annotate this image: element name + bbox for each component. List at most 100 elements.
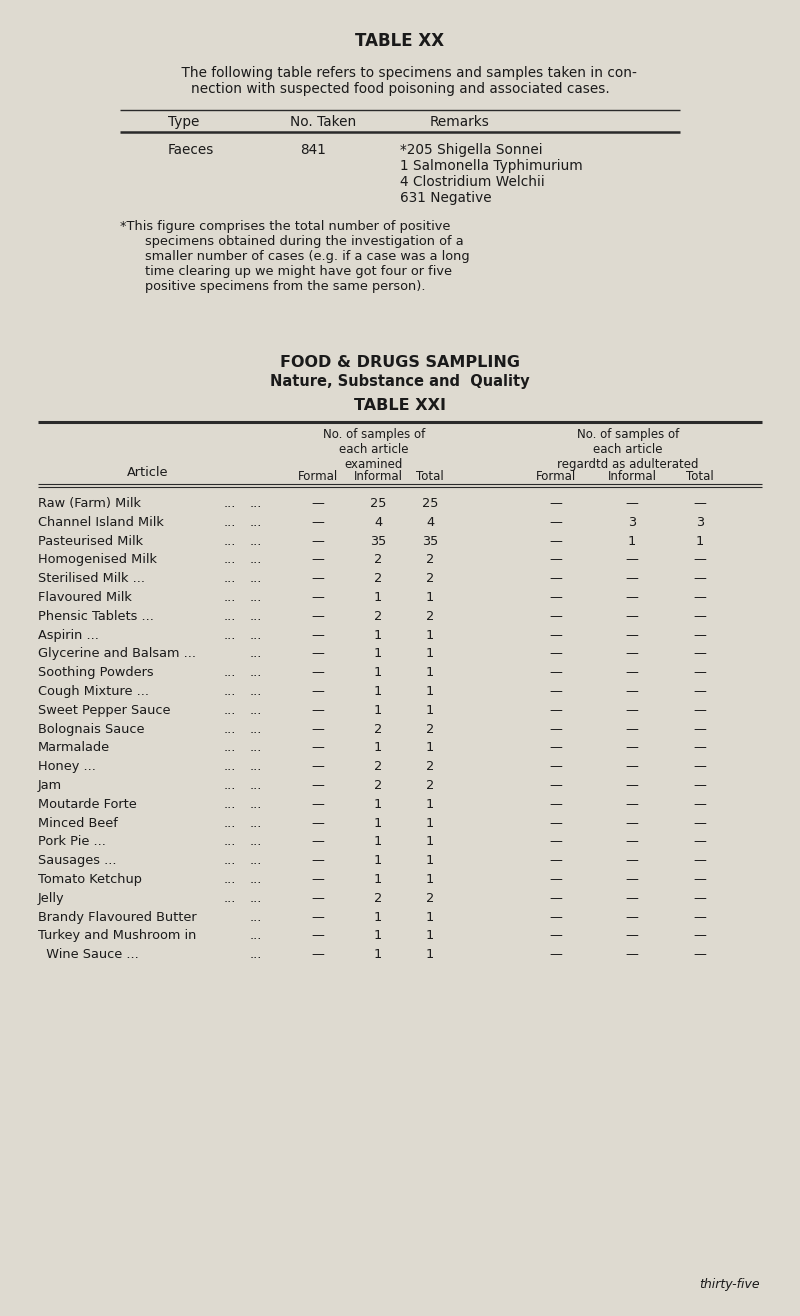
Text: ...: ... xyxy=(250,534,262,547)
Text: 2: 2 xyxy=(426,554,434,566)
Text: —: — xyxy=(550,591,562,604)
Text: —: — xyxy=(626,892,638,905)
Text: Phensic Tablets ...: Phensic Tablets ... xyxy=(38,609,154,622)
Text: —: — xyxy=(311,629,325,642)
Text: —: — xyxy=(311,572,325,586)
Text: —: — xyxy=(626,666,638,679)
Text: —: — xyxy=(694,779,706,792)
Text: ...: ... xyxy=(250,779,262,792)
Text: 3: 3 xyxy=(628,516,636,529)
Text: —: — xyxy=(694,797,706,811)
Text: ...: ... xyxy=(250,741,262,754)
Text: —: — xyxy=(626,722,638,736)
Text: Sausages ...: Sausages ... xyxy=(38,854,117,867)
Text: —: — xyxy=(694,761,706,774)
Text: 1: 1 xyxy=(374,686,382,697)
Text: —: — xyxy=(550,647,562,661)
Text: Jam: Jam xyxy=(38,779,62,792)
Text: —: — xyxy=(694,817,706,829)
Text: —: — xyxy=(311,949,325,961)
Text: —: — xyxy=(694,497,706,511)
Text: 1: 1 xyxy=(426,629,434,642)
Text: —: — xyxy=(550,836,562,849)
Text: Homogenised Milk: Homogenised Milk xyxy=(38,554,157,566)
Text: —: — xyxy=(550,497,562,511)
Text: 1: 1 xyxy=(374,817,382,829)
Text: ...: ... xyxy=(224,629,236,642)
Text: —: — xyxy=(694,929,706,942)
Text: Pork Pie ...: Pork Pie ... xyxy=(38,836,106,849)
Text: 1: 1 xyxy=(426,704,434,717)
Text: —: — xyxy=(694,704,706,717)
Text: —: — xyxy=(550,722,562,736)
Text: Turkey and Mushroom in: Turkey and Mushroom in xyxy=(38,929,196,942)
Text: ...: ... xyxy=(224,779,236,792)
Text: Pasteurised Milk: Pasteurised Milk xyxy=(38,534,143,547)
Text: —: — xyxy=(694,836,706,849)
Text: —: — xyxy=(694,686,706,697)
Text: Nature, Substance and  Quality: Nature, Substance and Quality xyxy=(270,374,530,390)
Text: No. of samples of
each article
regardtd as adulterated: No. of samples of each article regardtd … xyxy=(558,428,698,471)
Text: —: — xyxy=(550,741,562,754)
Text: Informal: Informal xyxy=(607,470,657,483)
Text: Total: Total xyxy=(416,470,444,483)
Text: ...: ... xyxy=(224,554,236,566)
Text: Moutarde Forte: Moutarde Forte xyxy=(38,797,137,811)
Text: thirty-five: thirty-five xyxy=(699,1278,760,1291)
Text: Cough Mixture ...: Cough Mixture ... xyxy=(38,686,149,697)
Text: ...: ... xyxy=(224,797,236,811)
Text: 1: 1 xyxy=(426,911,434,924)
Text: ...: ... xyxy=(250,949,262,961)
Text: 1: 1 xyxy=(426,647,434,661)
Text: ...: ... xyxy=(224,722,236,736)
Text: *This figure comprises the total number of positive: *This figure comprises the total number … xyxy=(120,220,450,233)
Text: 2: 2 xyxy=(374,722,382,736)
Text: —: — xyxy=(626,911,638,924)
Text: Minced Beef: Minced Beef xyxy=(38,817,118,829)
Text: —: — xyxy=(626,741,638,754)
Text: 1: 1 xyxy=(426,836,434,849)
Text: 1: 1 xyxy=(374,741,382,754)
Text: —: — xyxy=(694,554,706,566)
Text: positive specimens from the same person).: positive specimens from the same person)… xyxy=(145,280,426,293)
Text: —: — xyxy=(311,591,325,604)
Text: Sweet Pepper Sauce: Sweet Pepper Sauce xyxy=(38,704,170,717)
Text: 2: 2 xyxy=(374,572,382,586)
Text: 2: 2 xyxy=(374,892,382,905)
Text: specimens obtained during the investigation of a: specimens obtained during the investigat… xyxy=(145,236,464,247)
Text: smaller number of cases (e.g. if a case was a long: smaller number of cases (e.g. if a case … xyxy=(145,250,470,263)
Text: —: — xyxy=(311,797,325,811)
Text: 1: 1 xyxy=(426,591,434,604)
Text: time clearing up we might have got four or five: time clearing up we might have got four … xyxy=(145,265,452,278)
Text: 1: 1 xyxy=(374,647,382,661)
Text: —: — xyxy=(694,647,706,661)
Text: ...: ... xyxy=(224,516,236,529)
Text: —: — xyxy=(550,949,562,961)
Text: ...: ... xyxy=(250,836,262,849)
Text: —: — xyxy=(311,722,325,736)
Text: ...: ... xyxy=(250,686,262,697)
Text: —: — xyxy=(626,591,638,604)
Text: 1: 1 xyxy=(374,911,382,924)
Text: —: — xyxy=(311,761,325,774)
Text: 4: 4 xyxy=(426,516,434,529)
Text: Remarks: Remarks xyxy=(430,114,490,129)
Text: ...: ... xyxy=(250,554,262,566)
Text: 2: 2 xyxy=(374,779,382,792)
Text: 1: 1 xyxy=(374,873,382,886)
Text: —: — xyxy=(550,704,562,717)
Text: Faeces: Faeces xyxy=(168,143,214,157)
Text: 1: 1 xyxy=(426,817,434,829)
Text: FOOD & DRUGS SAMPLING: FOOD & DRUGS SAMPLING xyxy=(280,355,520,370)
Text: —: — xyxy=(694,666,706,679)
Text: 2: 2 xyxy=(426,722,434,736)
Text: 1: 1 xyxy=(374,836,382,849)
Text: —: — xyxy=(550,892,562,905)
Text: —: — xyxy=(311,929,325,942)
Text: —: — xyxy=(626,704,638,717)
Text: Jelly: Jelly xyxy=(38,892,65,905)
Text: —: — xyxy=(311,873,325,886)
Text: —: — xyxy=(550,534,562,547)
Text: —: — xyxy=(311,854,325,867)
Text: —: — xyxy=(694,873,706,886)
